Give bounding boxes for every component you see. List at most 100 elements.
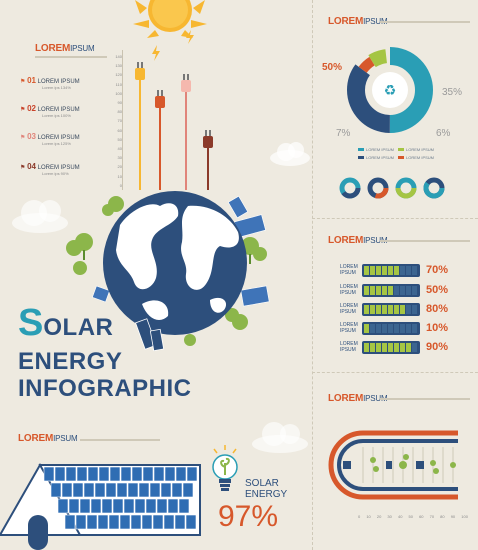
solar-panel-cell [164,466,176,482]
step-item: ⚑ 04 LOREM IPSUM Lorem ips 90% [20,162,80,176]
main-heading: SOLAR ENERGY INFOGRAPHIC [18,302,192,402]
legend-item: LOREM IPSUM [358,147,394,152]
title-underline [380,398,470,400]
solar-panel-cell [105,482,117,498]
solar-panel-cell [130,514,142,530]
bars-section-title: LOREMIPSUM [328,235,388,246]
battery-bar-label: LOREM IPSUM [340,284,358,296]
solar-panel-cell [94,482,106,498]
donut-label-6: 6% [436,128,451,139]
solar-panel-cell [116,482,128,498]
bolt-icon [186,30,194,44]
battery-bar-pct: 10% [426,322,449,334]
title-underline [380,21,470,23]
solar-panel-cell [160,482,172,498]
solar-panel-cell [131,466,143,482]
battery-bar-pct: 80% [426,303,449,315]
title-underline [80,439,160,441]
solar-panel-cell [61,482,73,498]
bulb-percentage: 97% [218,500,279,533]
solar-panel-cell [156,498,168,514]
solar-panel-cell [101,498,113,514]
solar-panel-cell [98,466,110,482]
bottom-left-title: LOREMIPSUM [18,433,78,444]
legend-item: LOREM IPSUM [398,147,434,152]
solar-panel-cell [86,514,98,530]
solar-panel-cell [178,498,190,514]
solar-panel-cell [120,466,132,482]
cloud-icon [270,142,310,166]
battery-bar-pct: 90% [426,341,449,353]
solar-panel-cell [64,514,76,530]
column-divider [312,0,313,550]
cloud-icon [12,200,68,233]
bulb-icon [212,445,238,491]
solar-panel-cell [127,482,139,498]
solar-panel-cell [79,498,91,514]
battery-bar [362,341,420,354]
donut-section-title: LOREMIPSUM [328,16,388,27]
section-divider [312,372,478,373]
solar-panel-cell [152,514,164,530]
solar-panel-cell [163,514,175,530]
solar-panel-cell [141,514,153,530]
battery-bar-pct: 50% [426,284,449,296]
solar-panel-cell [149,482,161,498]
legend-item: LOREM IPSUM [358,155,394,160]
battery-bar [362,303,420,316]
solar-panel-cell [119,514,131,530]
step-item: ⚑ 01 LOREM IPSUM Lorem ips 134% [20,76,80,90]
title-underline [380,240,470,242]
axis-line [122,50,123,190]
bulb-caption: SOLAR ENERGY [245,478,288,500]
left-panel-title: LOREMIPSUM [35,43,95,54]
legend-item: LOREM IPSUM [398,155,434,160]
solar-panel-cell [175,466,187,482]
battery-bar [362,322,420,335]
solar-panel-cell [112,498,124,514]
axis-ticks: 140 130 120 110 100 90 80 70 60 50 40 30 20 10 0 [115,54,122,188]
mini-donuts [339,177,445,199]
title-underline [35,56,107,58]
battery-bar-pct: 70% [426,264,449,276]
battery-bar-label: LOREM IPSUM [340,303,358,315]
solar-panel-cell [186,466,198,482]
solar-panel-cell [145,498,157,514]
timeline-ticks: 0 10 20 30 40 50 60 70 80 90 100 [358,514,468,519]
solar-panel-cell [174,514,186,530]
solar-panel-cell [134,498,146,514]
solar-panel-cell [90,498,102,514]
svg-text:♻: ♻ [384,83,397,99]
battery-bar-label: LOREM IPSUM [340,341,358,353]
battery-bar-label: LOREM IPSUM [340,322,358,334]
solar-panel-cell [87,466,99,482]
solar-panel-cell [171,482,183,498]
step-item: ⚑ 03 LOREM IPSUM Lorem ips 125% [20,132,80,146]
solar-panel-cell [185,514,197,530]
solar-panel-cell [109,466,121,482]
solar-panel-cell [68,498,80,514]
house-icon [0,462,201,550]
donut-label-35: 35% [442,87,463,98]
solar-panel-cell [83,482,95,498]
donut-label-50: 50% [322,62,343,73]
solar-panel-cell [142,466,154,482]
step-item: ⚑ 02 LOREM IPSUM Lorem ips 100% [20,104,80,118]
donut-label-7: 7% [336,128,351,139]
solar-panel-cell [123,498,135,514]
plug-cords [135,62,213,190]
solar-panel-cell [167,498,179,514]
solar-panel-cell [138,482,150,498]
solar-panel-cell [182,482,194,498]
solar-panel-cell [97,514,109,530]
section-divider [312,218,478,219]
battery-bar [362,284,420,297]
solar-panel-cell [75,514,87,530]
cloud-icon [252,422,308,453]
solar-panel-cell [72,482,84,498]
solar-panel-cell [57,498,69,514]
timeline-graphic [328,430,458,500]
solar-panel-cell [153,466,165,482]
donut-chart: ♻ [347,47,433,133]
battery-bar-label: LOREM IPSUM [340,264,358,276]
